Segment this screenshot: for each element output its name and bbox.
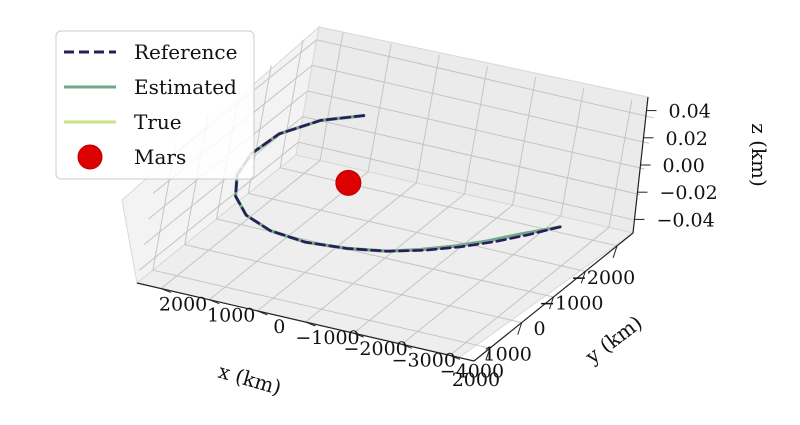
z-tick-label: −0.04 bbox=[657, 209, 715, 231]
z-tick-label: 0.04 bbox=[669, 101, 711, 123]
y-axis-label: y (km) bbox=[580, 310, 647, 369]
legend-box bbox=[55, 30, 255, 180]
grid-line-z-left bbox=[138, 141, 299, 271]
y-tick bbox=[209, 299, 220, 305]
legend-label-true: True bbox=[134, 110, 182, 134]
series-group bbox=[233, 113, 562, 253]
legend: Reference Estimated True Mars bbox=[55, 30, 255, 180]
legend-swatch-mars bbox=[77, 144, 103, 170]
legend-label-estimated: Estimated bbox=[134, 75, 237, 99]
grid-line-z-left bbox=[143, 116, 304, 245]
y-tick bbox=[449, 354, 461, 360]
x-tick-label: −1000 bbox=[539, 292, 603, 314]
x-tick bbox=[549, 296, 554, 310]
x-tick-label: 1000 bbox=[484, 344, 532, 366]
grid-line-y-floor bbox=[353, 204, 513, 334]
y-tick-label: −2000 bbox=[344, 338, 408, 360]
grid-line-y-floor bbox=[401, 215, 562, 345]
z-tick-label: 0.02 bbox=[666, 128, 708, 150]
x-axis-label: x (km) bbox=[216, 359, 284, 400]
grid-line-z-back bbox=[298, 141, 636, 221]
y-tick-label: 1000 bbox=[207, 305, 255, 327]
z-tick-label: −0.02 bbox=[660, 182, 718, 204]
legend-label-reference: Reference bbox=[134, 40, 237, 64]
grid-line-y-floor bbox=[449, 227, 610, 356]
marker-group bbox=[335, 169, 362, 196]
grid-line-z-back bbox=[307, 90, 645, 170]
x-tick-label: 2000 bbox=[452, 369, 500, 391]
x-tick bbox=[612, 245, 618, 258]
x-tick-label: 0 bbox=[533, 318, 545, 340]
x-tick bbox=[485, 348, 491, 361]
y-tick bbox=[353, 332, 364, 338]
x-tick-label: −2000 bbox=[571, 267, 635, 289]
y-tick bbox=[257, 310, 268, 316]
series-line-reference bbox=[234, 114, 562, 253]
y-tick-label: −1000 bbox=[295, 327, 359, 349]
grid-line-y-floor bbox=[305, 193, 465, 323]
axes: −2000−1000010002000−4000−3000−2000−10000… bbox=[136, 96, 718, 391]
z-tick-label: 0.00 bbox=[663, 155, 705, 177]
z-axis-label: z (km) bbox=[747, 123, 771, 187]
y-tick-label: −4000 bbox=[440, 360, 504, 382]
y-tick-label: −3000 bbox=[392, 349, 456, 371]
y-tick bbox=[160, 288, 172, 294]
x-tick bbox=[517, 322, 523, 335]
grid-line-z-back bbox=[311, 64, 650, 144]
grid-line-z-back bbox=[316, 39, 654, 119]
x-tick bbox=[580, 271, 586, 284]
y-tick bbox=[305, 321, 316, 327]
marker-mars bbox=[335, 169, 362, 196]
y-tick-label: 2000 bbox=[159, 294, 207, 316]
y-tick-label: 0 bbox=[273, 316, 285, 338]
y-tick bbox=[401, 343, 412, 349]
legend-label-mars: Mars bbox=[134, 145, 186, 169]
grid-line-z-back bbox=[302, 116, 641, 196]
grid-line-y-floor bbox=[160, 160, 321, 289]
